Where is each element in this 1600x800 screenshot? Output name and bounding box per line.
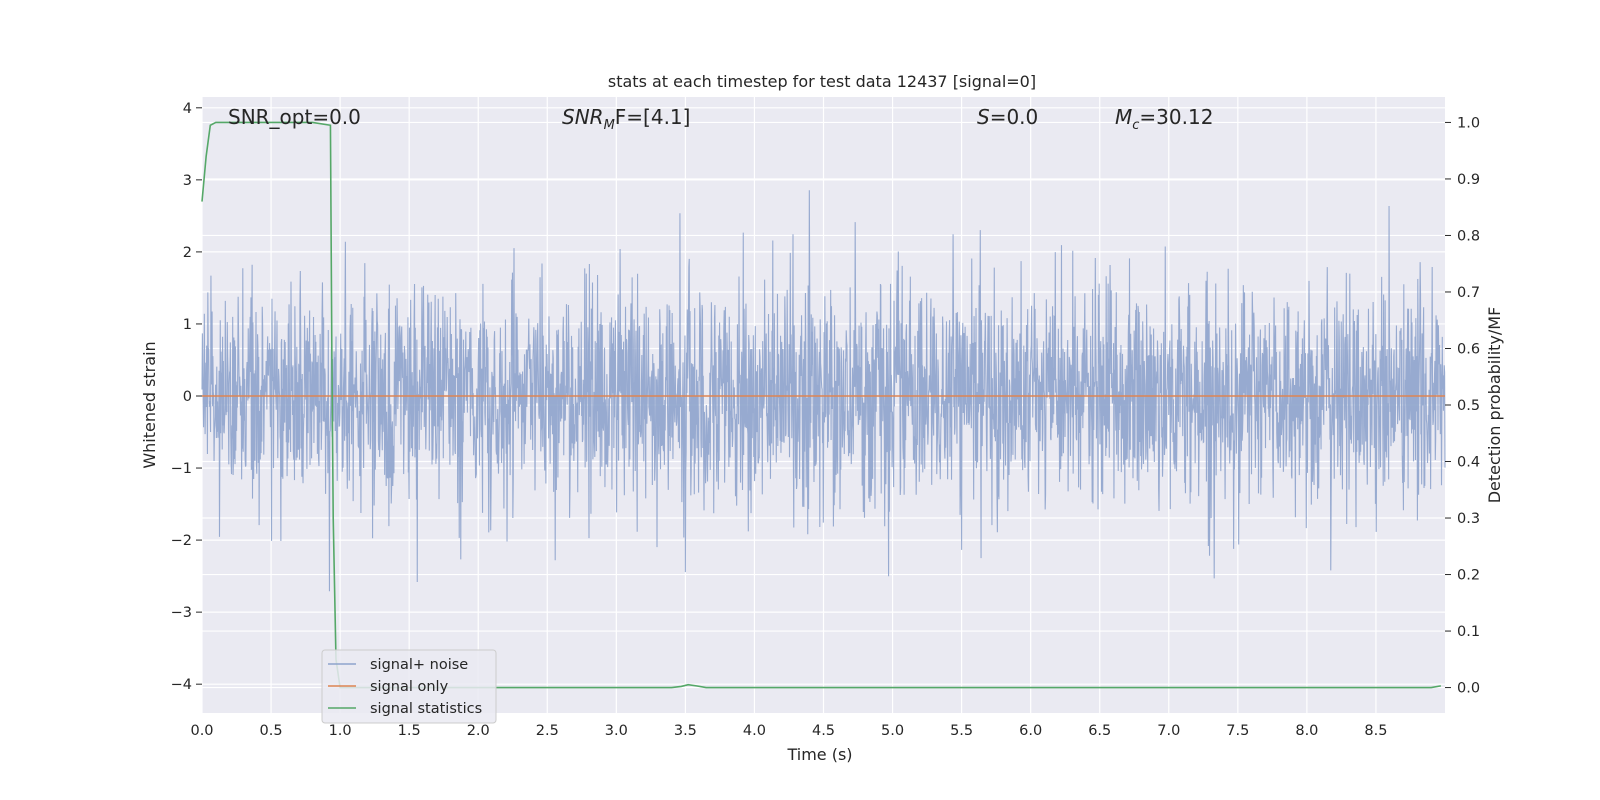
annotation-snr-mf-main: SNR bbox=[562, 105, 604, 129]
y-tick-label: 2 bbox=[183, 245, 192, 261]
x-tick-label: 1.5 bbox=[398, 723, 421, 739]
x-tick-label: 8.0 bbox=[1295, 723, 1318, 739]
x-tick-label: 2.5 bbox=[536, 723, 559, 739]
x-axis: 0.0 0.5 1.0 1.5 2.0 2.5 3.0 3.5 4.0 4.5 5.0 5.5 6.0 6… bbox=[190, 723, 1387, 739]
x-tick-label: 5.0 bbox=[881, 723, 904, 739]
annotation-mc-sub: c bbox=[1132, 118, 1139, 133]
y-axis-left: 4 3 2 1 0 −1 −2 −3 −4 bbox=[171, 101, 202, 693]
annotations: SNR_opt=0.0 SNRMF=[4.1] S=0.0 Mc=30.12 bbox=[228, 105, 1213, 133]
x-tick-label: 1.0 bbox=[329, 723, 352, 739]
x-tick-label: 0.0 bbox=[190, 723, 213, 739]
legend: signal+ noise signal only signal statist… bbox=[321, 649, 497, 724]
annotation-snr-opt: SNR_opt=0.0 bbox=[228, 105, 361, 129]
x-tick-label: 7.0 bbox=[1157, 723, 1180, 739]
y-tick-label: 3 bbox=[183, 173, 192, 189]
x-axis-label: Time (s) bbox=[786, 745, 852, 764]
annotation-snr-mf: SNRMF=[4.1] bbox=[562, 105, 690, 133]
y-tick-label: 1 bbox=[183, 317, 192, 333]
y2-tick-label: 0.5 bbox=[1457, 398, 1480, 414]
y2-tick-label: 0.9 bbox=[1457, 172, 1480, 188]
x-tick-label: 7.5 bbox=[1226, 723, 1249, 739]
x-tick-label: 3.5 bbox=[674, 723, 697, 739]
legend-label-signal-only: signal only bbox=[370, 679, 449, 695]
legend-label-signal-statistics: signal statistics bbox=[370, 701, 482, 717]
y2-tick-label: 0.8 bbox=[1457, 228, 1480, 244]
legend-label-signal-noise: signal+ noise bbox=[370, 657, 468, 673]
x-tick-label: 2.0 bbox=[467, 723, 490, 739]
y2-tick-label: 0.3 bbox=[1457, 511, 1480, 527]
x-tick-label: 8.5 bbox=[1364, 723, 1387, 739]
x-tick-label: 6.5 bbox=[1088, 723, 1111, 739]
annotation-mc: Mc=30.12 bbox=[1115, 105, 1213, 133]
x-tick-label: 3.0 bbox=[605, 723, 628, 739]
x-tick-label: 0.5 bbox=[260, 723, 283, 739]
y-tick-label: −3 bbox=[171, 605, 192, 621]
annotation-s-rest: =0.0 bbox=[990, 105, 1039, 129]
x-tick-label: 6.0 bbox=[1019, 723, 1042, 739]
annotation-mc-rest: =30.12 bbox=[1139, 105, 1213, 129]
legend-box bbox=[321, 649, 497, 724]
y2-tick-label: 0.0 bbox=[1457, 681, 1480, 697]
x-tick-label: 5.5 bbox=[950, 723, 973, 739]
annotation-snr-mf-rest: F=[4.1] bbox=[615, 105, 691, 129]
series-signal-noise bbox=[201, 190, 1446, 592]
y2-tick-label: 1.0 bbox=[1457, 115, 1480, 131]
y2-axis-label: Detection probability/MF bbox=[1485, 307, 1504, 504]
y2-tick-label: 0.7 bbox=[1457, 285, 1480, 301]
plot-area bbox=[201, 97, 1446, 713]
x-tick-label: 4.5 bbox=[812, 723, 835, 739]
y-axis-label: Whitened strain bbox=[140, 341, 159, 468]
annotation-s: S=0.0 bbox=[977, 105, 1038, 129]
annotation-s-main: S bbox=[977, 105, 990, 129]
x-tick-label: 4.0 bbox=[743, 723, 766, 739]
y2-tick-label: 0.1 bbox=[1457, 624, 1480, 640]
y2-tick-label: 0.2 bbox=[1457, 568, 1480, 584]
y-tick-label: −4 bbox=[171, 677, 192, 693]
annotation-mc-main: M bbox=[1115, 105, 1132, 129]
y-axis-right: 1.0 0.9 0.8 0.7 0.6 0.5 0.4 0.3 0.2 0.1 0.0 bbox=[1445, 115, 1480, 697]
y-tick-label: 0 bbox=[183, 389, 192, 405]
y2-tick-label: 0.4 bbox=[1457, 455, 1480, 471]
y-tick-label: −2 bbox=[171, 533, 192, 549]
y-tick-label: 4 bbox=[183, 101, 192, 117]
y2-tick-label: 0.6 bbox=[1457, 341, 1480, 357]
y-tick-label: −1 bbox=[171, 461, 192, 477]
chart-title: stats at each timestep for test data 124… bbox=[608, 72, 1036, 91]
annotation-snr-mf-sub: M bbox=[604, 118, 615, 133]
